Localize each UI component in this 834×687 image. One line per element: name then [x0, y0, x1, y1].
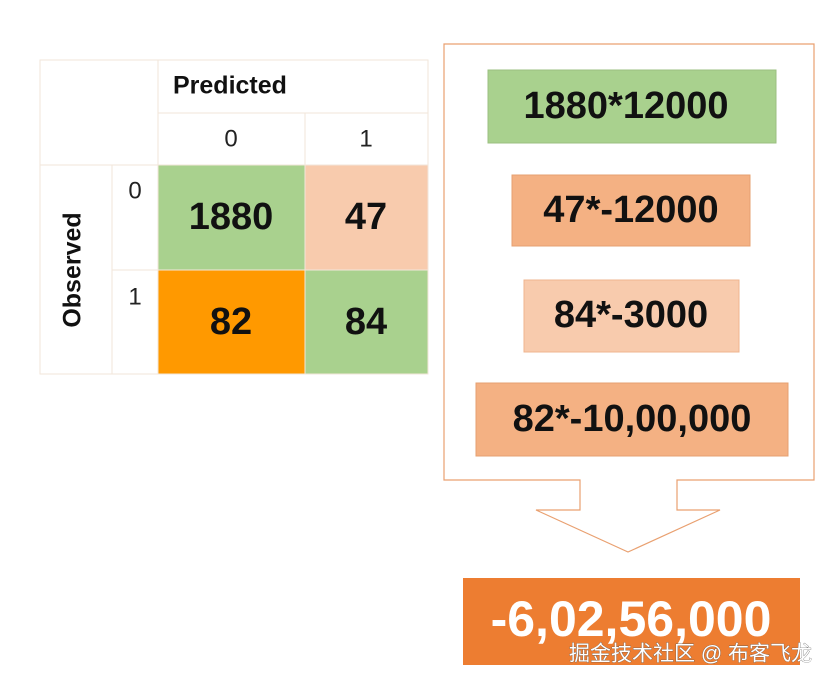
cell-fn — [157, 269, 306, 375]
cell-tp — [304, 269, 429, 375]
term: 1880*12000 — [524, 85, 729, 127]
result: -6,02,56,000 — [491, 591, 772, 647]
cell-value: 1880 — [189, 196, 274, 238]
watermark: 掘金技术社区 @ 布客飞龙 — [569, 643, 812, 666]
cell-fp — [304, 164, 429, 271]
term: 47*-12000 — [543, 189, 718, 231]
cell-value: 84 — [345, 301, 387, 343]
term: 82*-10,00,000 — [513, 398, 752, 440]
row-label: 1 — [128, 283, 141, 310]
cell-value: 82 — [210, 301, 252, 343]
term-box — [475, 382, 789, 457]
term-box — [523, 279, 740, 353]
row-label: 0 — [128, 177, 141, 204]
confusion-matrix — [39, 59, 429, 375]
cell-value: 47 — [345, 196, 387, 238]
term-box — [511, 174, 751, 247]
term: 84*-3000 — [554, 294, 708, 336]
column-header: Predicted — [173, 72, 287, 100]
row-header: Observed — [59, 212, 87, 327]
column-label: 0 — [224, 125, 237, 152]
term-box — [487, 69, 777, 144]
result-box — [463, 578, 800, 665]
column-label: 1 — [359, 125, 372, 152]
